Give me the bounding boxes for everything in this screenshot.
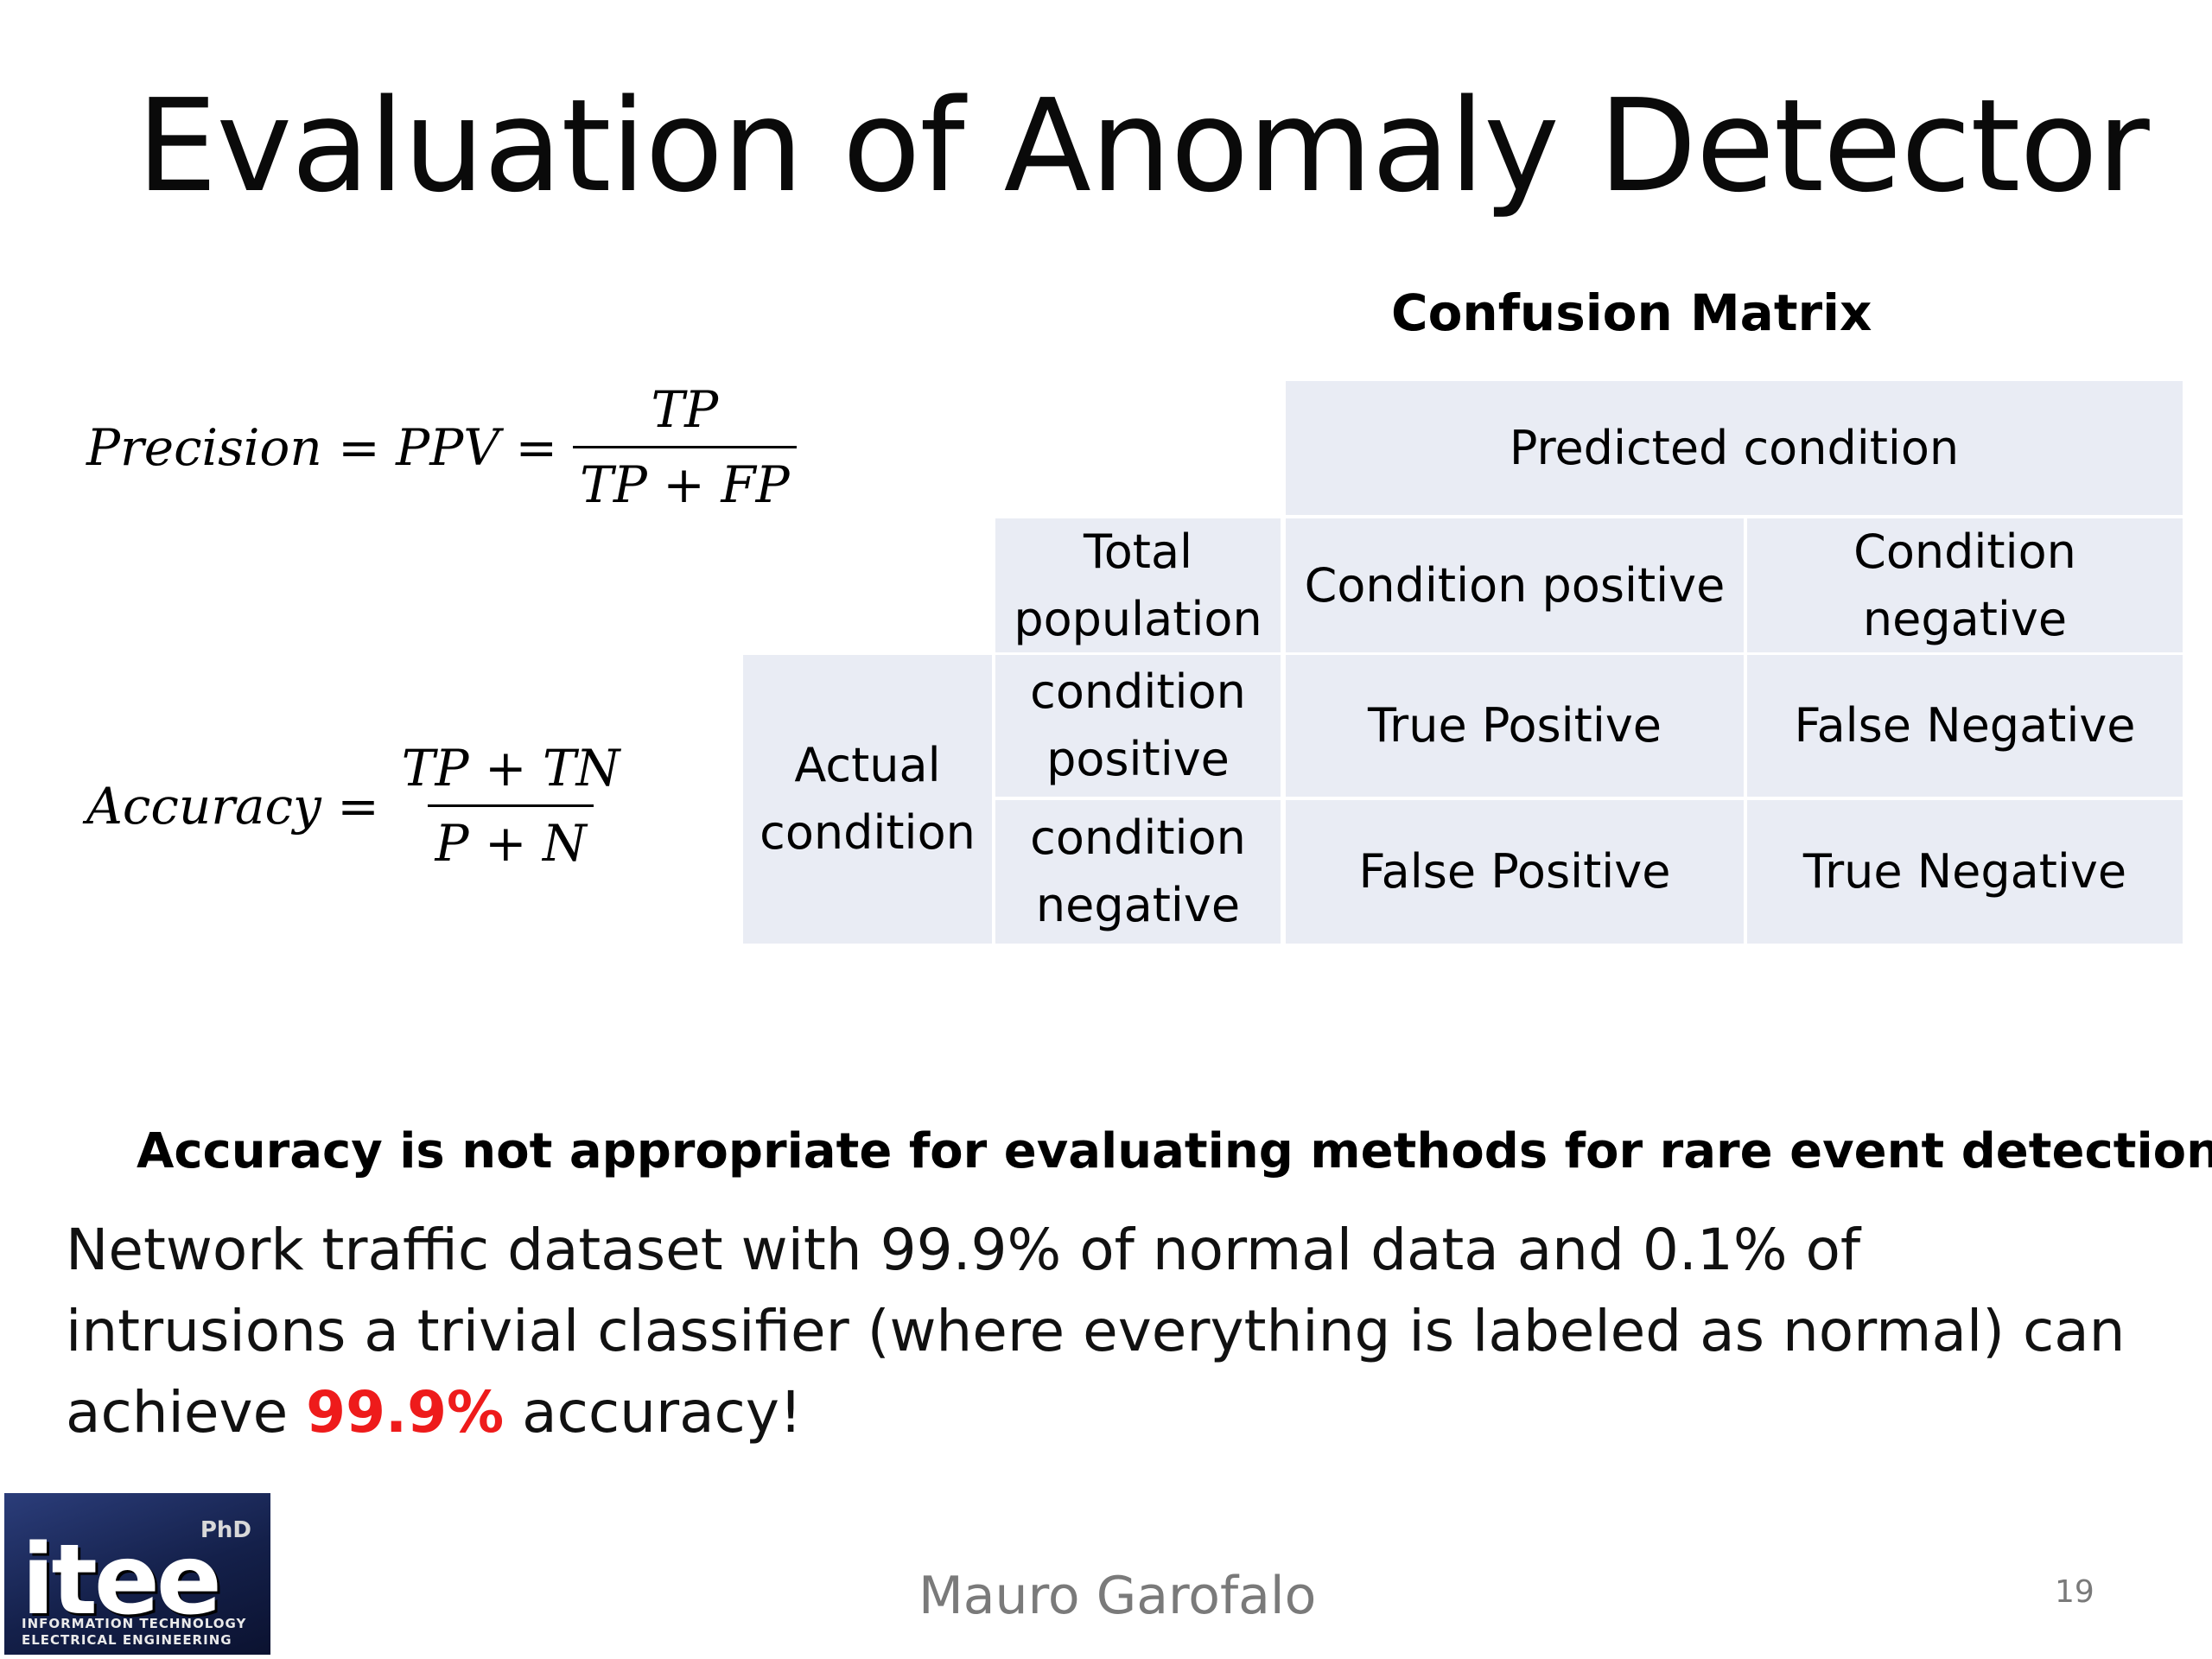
confusion-matrix-title: Confusion Matrix — [1391, 283, 1872, 342]
precision-fraction: TP TP + FP — [573, 380, 797, 514]
page-number: 19 — [2055, 1574, 2094, 1610]
predicted-condition-header: Predicted condition — [1286, 381, 2183, 515]
total-population-cell: Total population — [995, 518, 1281, 652]
highlighted-accuracy-value: 99.9% — [306, 1379, 505, 1446]
accuracy-denominator: P + N — [428, 804, 594, 873]
logo-wordmark: itee — [22, 1524, 222, 1637]
false-positive-cell: False Positive — [1286, 800, 1744, 944]
accuracy-note-heading: Accuracy is not appropriate for evaluati… — [137, 1123, 2212, 1179]
accuracy-lhs: Accuracy = — [86, 776, 379, 836]
actual-negative-header: condition negative — [995, 800, 1281, 944]
slide-title: Evaluation of Anomaly Detector — [137, 72, 2150, 220]
accuracy-note-body: Network traffic dataset with 99.9% of no… — [66, 1210, 2139, 1453]
predicted-negative-header: Condition negative — [1747, 518, 2183, 652]
accuracy-fraction: TP + TN P + N — [395, 739, 627, 873]
body-text-part2: accuracy! — [504, 1379, 803, 1446]
false-negative-cell: False Negative — [1747, 655, 2183, 797]
precision-denominator: TP + FP — [573, 446, 797, 514]
body-text-part1: Network traffic dataset with 99.9% of no… — [66, 1217, 2126, 1446]
itee-logo: PhD itee INFORMATION TECHNOLOGY ELECTRIC… — [4, 1493, 270, 1655]
predicted-positive-header: Condition positive — [1286, 518, 1744, 652]
precision-numerator: TP — [651, 380, 719, 439]
true-negative-cell: True Negative — [1747, 800, 2183, 944]
true-positive-cell: True Positive — [1286, 655, 1744, 797]
logo-tagline-1: INFORMATION TECHNOLOGY — [22, 1616, 247, 1631]
actual-condition-header: Actual condition — [743, 655, 992, 944]
precision-formula: Precision = PPV = TP TP + FP — [86, 380, 797, 514]
accuracy-formula: Accuracy = TP + TN P + N — [86, 739, 626, 873]
footer-author: Mauro Garofalo — [918, 1566, 1317, 1626]
actual-positive-header: condition positive — [995, 655, 1281, 797]
precision-lhs: Precision = PPV = — [86, 417, 558, 477]
logo-phd-label: PhD — [200, 1517, 251, 1543]
logo-tagline-2: ELECTRICAL ENGINEERING — [22, 1632, 232, 1648]
accuracy-numerator: TP + TN — [401, 739, 620, 798]
